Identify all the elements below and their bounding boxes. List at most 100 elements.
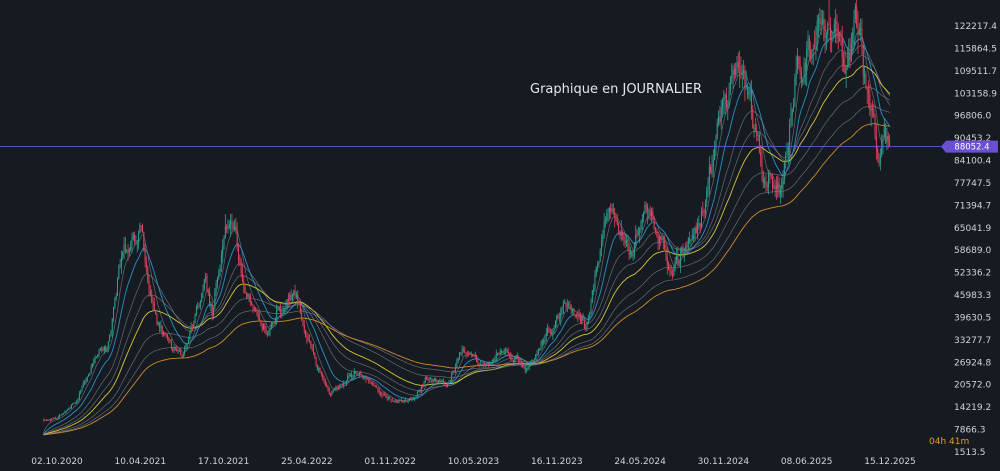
candle-body [507,349,509,356]
candle-body [320,371,322,375]
candle-body [393,400,395,403]
candle-body [616,220,618,225]
y-tick-label: 33277.7 [954,336,991,346]
candle-body [875,137,877,150]
candle-body [455,367,457,372]
candle-body [207,290,209,293]
candle-body [472,354,474,356]
candle-body [266,334,268,335]
candle-body [549,331,551,333]
candle-body [531,361,533,363]
candle-body [879,155,881,164]
time-axis[interactable]: 02.10.2020 10.04.2021 17.10.2021 25.04.2022… [31,457,916,467]
candle-body [324,379,326,386]
candle-body [643,212,645,219]
candle-body [163,332,165,335]
candle-body [193,322,195,329]
candle-body [365,376,367,380]
candle-body [376,386,378,388]
candle-body [626,240,628,243]
candle-body [306,336,308,341]
candle-body [769,174,771,176]
candle-body [340,384,342,386]
candle-body [641,218,643,223]
candle-body [302,319,304,326]
candle-body [827,24,829,35]
candle-body [364,376,366,378]
candle-body [679,252,681,266]
candle-body [537,350,539,355]
candle-body [615,217,617,221]
candle-body [787,146,789,155]
price-axis[interactable]: 122217.4 115864.5 109511.7 103158.9 96806.0 9… [954,22,997,458]
candle-body [219,265,221,273]
candle-body [373,384,375,387]
candle-body [654,228,656,233]
candle-body [602,235,604,242]
candle-body [760,151,762,156]
candle-body [92,363,94,368]
candle-body [662,237,664,240]
candle-body [55,417,57,419]
candle-body [846,65,848,67]
candle-body [251,302,253,306]
candle-body [180,351,182,355]
candle-body [782,175,784,182]
candle-body [366,378,368,380]
candle-body [170,341,172,349]
candle-body [775,185,777,190]
candle-body [427,377,429,381]
candle-body [486,362,488,365]
candle-body [452,370,454,375]
candle-body [245,293,247,295]
candle-body [428,379,430,381]
candle-body [426,377,428,379]
candle-body [853,18,855,32]
candle-body [727,104,729,108]
candle-body [594,274,596,290]
candle-body [777,183,779,190]
candle-body [619,230,621,236]
candle-body [309,341,311,342]
candle-body [441,380,443,382]
candle-body [582,315,584,321]
candle-body [377,387,379,391]
candle-body [57,417,59,420]
candle-body [864,74,866,77]
candle-body [587,316,589,325]
candle-body [661,237,663,241]
candle-body [164,332,166,335]
candle-body [473,355,475,357]
candle-body [348,376,350,378]
candle-body [704,202,706,214]
candle-body [532,359,534,362]
candle-body [470,353,472,355]
candle-body [157,322,159,325]
candle-body [234,226,236,229]
candle-body [199,301,201,307]
candle-body [113,307,115,319]
candle-body [136,240,138,242]
candle-body [205,275,207,280]
candle-body [303,325,305,331]
current-price-badge: 88052.4 [941,140,998,153]
candle-body [585,328,587,329]
candle-body [257,313,259,318]
candle-body [398,399,400,403]
candle-body [111,318,113,332]
candle-body [601,241,603,251]
candle-body [502,351,504,353]
candle-body [389,396,391,400]
candle-body [757,135,759,136]
candle-body [106,347,108,351]
candle-body [248,294,250,298]
candle-body [886,136,888,143]
candle-body [561,306,563,313]
candle-body [118,267,120,279]
candle-body [191,327,193,329]
candle-body [68,408,70,410]
candle-body [640,222,642,230]
candle-body [140,225,142,227]
